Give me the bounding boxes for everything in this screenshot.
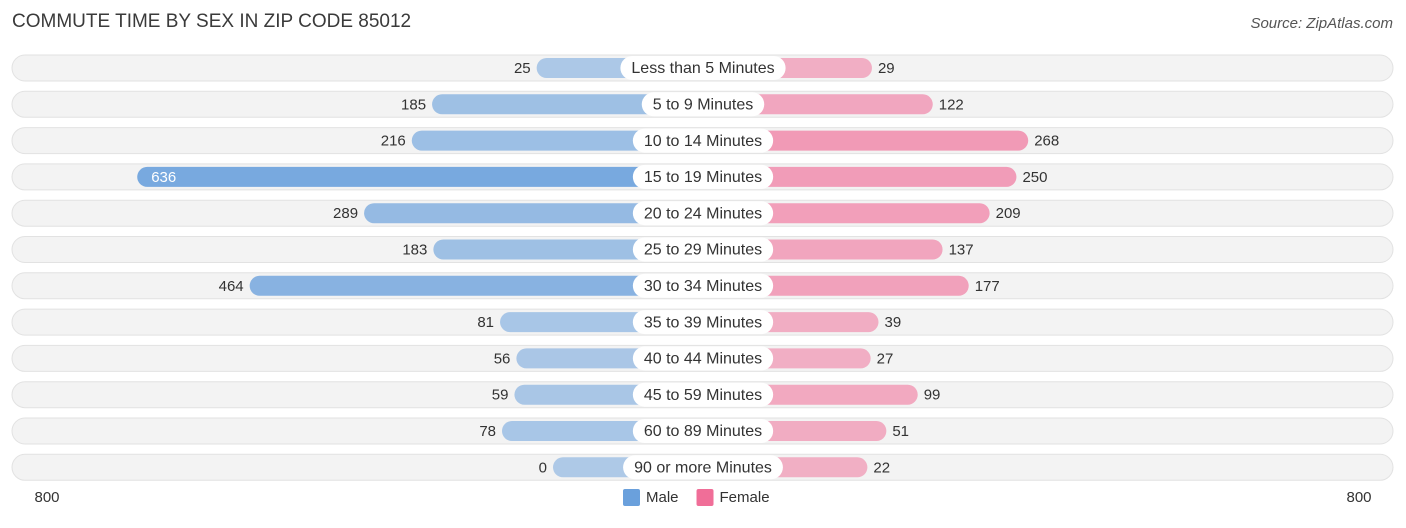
value-label: 56 — [494, 350, 511, 367]
value-label: 51 — [892, 423, 909, 440]
value-label: 636 — [151, 169, 176, 186]
legend-label: Female — [720, 489, 770, 506]
category-text: 45 to 59 Minutes — [644, 387, 762, 404]
value-label: 0 — [539, 459, 547, 476]
bar — [137, 166, 704, 187]
category-text: 90 or more Minutes — [634, 460, 772, 477]
category-text: Less than 5 Minutes — [631, 60, 774, 77]
bar — [703, 203, 990, 224]
category-text: 15 to 19 Minutes — [644, 169, 762, 186]
category-label: 60 to 89 Minutes — [632, 419, 774, 443]
value-label: 209 — [996, 205, 1021, 222]
legend-label: Male — [646, 489, 679, 506]
category-text: 10 to 14 Minutes — [644, 133, 762, 150]
label-pill — [632, 201, 774, 226]
value-label: 250 — [1022, 169, 1047, 186]
category-label: Less than 5 Minutes — [620, 56, 786, 80]
source: Source: ZipAtlas.com — [1250, 15, 1393, 32]
bar — [249, 275, 703, 296]
value-label: 27 — [877, 350, 894, 367]
legend-swatch — [623, 489, 640, 506]
category-label: 35 to 39 Minutes — [632, 310, 774, 335]
label-pill — [641, 92, 765, 117]
category-label: 30 to 34 Minutes — [632, 273, 774, 298]
category-label: 15 to 19 Minutes — [632, 164, 774, 189]
bar — [411, 130, 703, 151]
bar — [432, 94, 703, 115]
label-pill — [623, 455, 783, 480]
category-label: 40 to 44 Minutes — [632, 346, 774, 371]
label-pill — [632, 164, 774, 189]
value-label: 177 — [975, 278, 1000, 295]
value-label: 59 — [492, 387, 509, 404]
label-pill — [632, 310, 774, 335]
x-tick-label: 800 — [34, 489, 59, 506]
category-label: 20 to 24 Minutes — [632, 201, 774, 226]
value-label: 216 — [381, 133, 406, 150]
label-pill — [632, 346, 774, 371]
label-pill — [620, 56, 786, 80]
category-text: 20 to 24 Minutes — [644, 205, 762, 222]
label-pill — [632, 128, 774, 153]
bar — [364, 203, 703, 224]
value-label: 39 — [884, 314, 901, 331]
label-pill — [632, 237, 774, 262]
bar — [703, 166, 1017, 187]
category-label: 90 or more Minutes — [623, 455, 783, 480]
value-label: 122 — [939, 96, 964, 113]
value-label: 137 — [949, 241, 974, 258]
category-label: 10 to 14 Minutes — [632, 128, 774, 153]
category-text: 5 to 9 Minutes — [653, 97, 754, 114]
value-label: 81 — [477, 314, 494, 331]
value-label: 289 — [333, 205, 358, 222]
value-label: 99 — [924, 387, 941, 404]
bar — [703, 130, 1029, 151]
value-label: 464 — [219, 278, 244, 295]
label-pill — [632, 419, 774, 443]
value-label: 29 — [878, 60, 895, 77]
category-text: 25 to 29 Minutes — [644, 242, 762, 259]
category-text: 30 to 34 Minutes — [644, 278, 762, 295]
value-label: 22 — [873, 459, 890, 476]
x-tick-label: 800 — [1346, 489, 1371, 506]
category-text: 60 to 89 Minutes — [644, 423, 762, 440]
category-text: 40 to 44 Minutes — [644, 351, 762, 368]
label-pill — [632, 382, 774, 407]
value-label: 78 — [479, 423, 496, 440]
category-text: 35 to 39 Minutes — [644, 314, 762, 331]
category-label: 45 to 59 Minutes — [632, 382, 774, 407]
value-label: 183 — [402, 241, 427, 258]
value-label: 268 — [1034, 133, 1059, 150]
label-pill — [632, 273, 774, 298]
value-label: 185 — [401, 96, 426, 113]
chart-title: COMMUTE TIME BY SEX IN ZIP CODE 85012 — [12, 11, 411, 32]
category-label: 5 to 9 Minutes — [641, 92, 765, 117]
legend-swatch — [696, 489, 714, 506]
value-label: 25 — [514, 60, 531, 77]
category-label: 25 to 29 Minutes — [632, 237, 774, 262]
